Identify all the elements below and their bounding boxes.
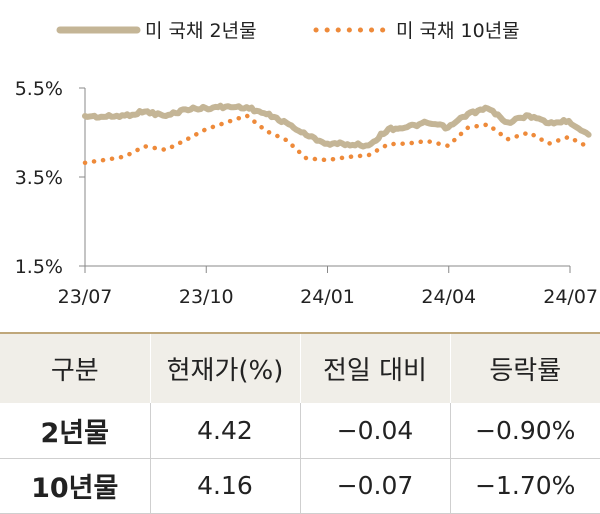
x-tick-label: 23/10 <box>179 286 234 308</box>
col-header-change: 전일 대비 <box>299 333 450 403</box>
row-label-2y: 2년물 <box>40 417 109 449</box>
series-layer <box>82 102 592 166</box>
cell-rate-10y: −1.70% <box>449 458 600 513</box>
table-row: 10년물 4.16 −0.07 −1.70% <box>0 458 600 513</box>
x-ticks: 23/07 23/10 24/01 24/04 24/07 <box>58 266 598 308</box>
x-tick-label: 24/01 <box>300 286 355 308</box>
x-tick-label: 23/07 <box>58 286 113 308</box>
y-ticks: 5.5% 3.5% 1.5% <box>15 78 85 278</box>
y-tick-label: 1.5% <box>15 256 63 278</box>
col-header-current: 현재가(%) <box>149 333 300 403</box>
series-2y-line <box>82 102 592 150</box>
row-label-10y: 10년물 <box>31 473 119 504</box>
table-row: 2년물 4.42 −0.04 −0.90% <box>0 403 600 458</box>
cell-change-10y: −0.07 <box>299 458 450 513</box>
table-header-row: 구분 현재가(%) 전일 대비 등락률 <box>0 333 600 403</box>
cell-rate-2y: −0.90% <box>449 403 600 458</box>
y-tick-label: 3.5% <box>15 167 63 189</box>
cell-current-2y: 4.42 <box>149 403 300 458</box>
yield-table: 구분 현재가(%) 전일 대비 등락률 2년물 4.42 −0.04 −0.90… <box>0 332 600 514</box>
y-tick-label: 5.5% <box>15 78 63 100</box>
col-header-rate: 등락률 <box>449 333 600 403</box>
yield-chart: 미 국채 2년물 미 국채 10년물 5.5%3.5%1.5% 23/07 23/… <box>15 20 598 308</box>
x-tick-label: 24/07 <box>543 286 598 308</box>
cell-change-2y: −0.04 <box>299 403 450 458</box>
x-tick-label: 24/04 <box>421 286 476 308</box>
col-header-category: 구분 <box>50 356 99 386</box>
cell-current-10y: 4.16 <box>149 458 300 513</box>
legend-label-2y: 미 국채 2년물 <box>145 20 257 42</box>
legend-label-10y: 미 국채 10년물 <box>396 20 520 42</box>
